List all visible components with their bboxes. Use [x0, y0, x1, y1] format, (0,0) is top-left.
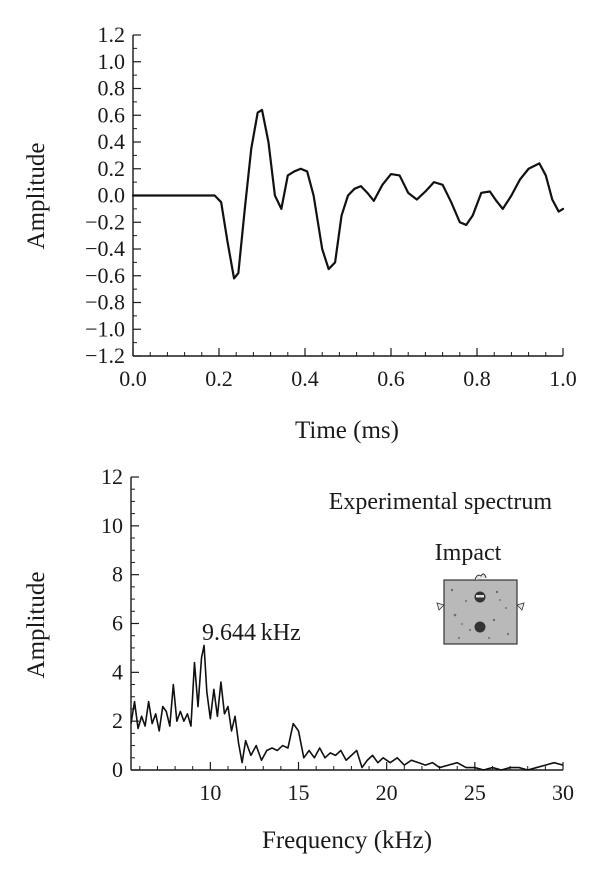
time-y-tick-label: 0.2 [98, 156, 126, 181]
spectrum-y-tick-label: 4 [112, 659, 123, 684]
impact-point-icon [474, 573, 487, 581]
time-x-tick-label: 0.4 [291, 366, 319, 391]
time-chart-series [131, 108, 565, 280]
specimen-schematic-icon [436, 573, 525, 645]
spectrum-y-tick-label: 0 [112, 757, 123, 782]
time-chart-x-axis-title: Time (ms) [295, 417, 399, 444]
spectrum-y-tick-label: 8 [112, 562, 123, 587]
left-sensor-icon [436, 602, 445, 611]
lower-void-icon [474, 621, 486, 633]
time-domain-chart: 1.21.00.80.60.40.20.0−0.2−0.4−0.6−0.8−1.… [23, 22, 577, 444]
time-y-tick-label: 1.0 [98, 49, 126, 74]
spectrum-y-tick-label: 12 [101, 464, 123, 489]
time-y-tick-label: 0.0 [98, 183, 126, 208]
time-y-tick-label: 0.8 [98, 76, 126, 101]
spectrum-chart-ticks: 0 2 4 6 8 10 12 10 15 20 25 30 [101, 464, 574, 805]
time-x-tick-label: 0.6 [377, 366, 405, 391]
time-x-tick-label: 1.0 [549, 366, 577, 391]
time-y-tick-label: 1.2 [98, 22, 126, 47]
time-x-tick-label: 0.2 [205, 366, 233, 391]
time-x-tick-label: 0.8 [463, 366, 491, 391]
time-y-tick-label: −0.8 [85, 290, 125, 315]
spectrum-y-tick-label: 6 [112, 611, 123, 636]
time-y-tick-label: 0.4 [98, 129, 126, 154]
time-y-tick-label: −0.2 [85, 209, 125, 234]
time-y-tick-label: −0.4 [85, 236, 125, 261]
spectrum-chart-series [130, 644, 564, 771]
series-label: Experimental spectrum [329, 489, 553, 515]
spectrum-x-tick-label: 15 [288, 780, 310, 805]
spectrum-y-tick-label: 10 [101, 513, 123, 538]
spectrum-chart-y-axis-title: Amplitude [23, 572, 50, 679]
spectrum-chart: 0 2 4 6 8 10 12 10 15 20 25 30 Frequency (kHz) Ampl… [23, 464, 574, 854]
impact-label: Impact [435, 540, 502, 566]
spectrum-x-tick-label: 10 [199, 780, 221, 805]
spectrum-x-tick-label: 25 [464, 780, 486, 805]
time-x-tick-label: 0.0 [119, 366, 147, 391]
time-chart-ticks: 1.21.00.80.60.40.20.0−0.2−0.4−0.6−0.8−1.… [85, 22, 577, 391]
time-series-line [131, 108, 565, 280]
time-y-tick-label: −1.2 [85, 343, 125, 368]
spectrum-x-tick-label: 20 [376, 780, 398, 805]
time-y-tick-label: −1.0 [85, 316, 125, 341]
time-chart-y-axis-title: Amplitude [23, 143, 50, 250]
spectrum-y-tick-label: 2 [112, 708, 123, 733]
peak-frequency-label: 9.644 kHz [202, 620, 301, 646]
time-y-tick-label: −0.6 [85, 263, 125, 288]
spectrum-chart-x-axis-title: Frequency (kHz) [262, 827, 432, 854]
time-y-tick-label: 0.6 [98, 102, 126, 127]
spectrum-x-tick-label: 30 [552, 780, 574, 805]
spectrum-series-line [130, 644, 564, 771]
right-sensor-icon [516, 602, 525, 611]
